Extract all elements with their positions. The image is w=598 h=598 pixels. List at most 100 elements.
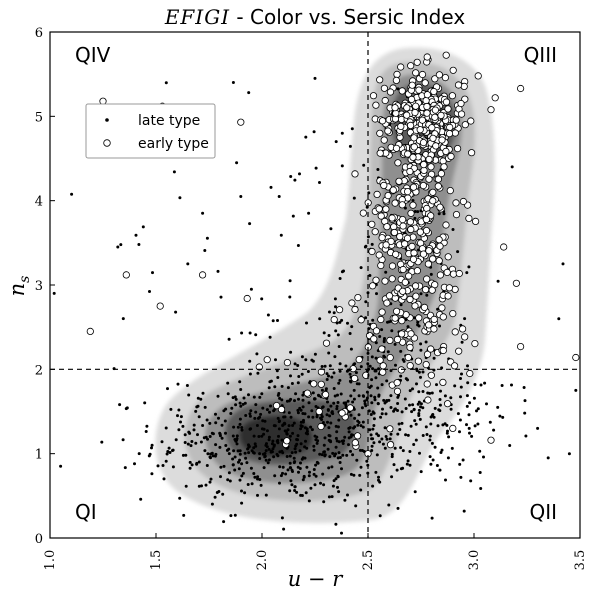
late-type-point [221, 492, 225, 496]
late-type-point [225, 448, 229, 452]
late-type-point [178, 496, 182, 500]
early-type-point [406, 343, 414, 351]
early-type-point [350, 374, 359, 382]
early-type-point [449, 66, 457, 74]
late-type-point [160, 440, 164, 444]
late-type-point [144, 430, 148, 433]
late-type-point [150, 443, 154, 447]
late-type-point [176, 414, 179, 418]
late-type-point [567, 452, 571, 456]
early-type-point [406, 121, 415, 130]
late-type-point [362, 394, 366, 398]
early-type-point [357, 316, 365, 324]
late-type-point [371, 484, 375, 488]
late-type-point [428, 455, 432, 459]
early-type-point [379, 368, 387, 376]
late-type-point [248, 412, 252, 416]
late-type-point [410, 410, 414, 414]
late-type-point [262, 427, 266, 431]
late-type-point [574, 388, 578, 392]
late-type-point [437, 212, 441, 216]
late-type-point [328, 414, 332, 418]
late-type-point [387, 398, 391, 402]
x-tick-label: 1.5 [149, 550, 164, 571]
late-type-point [246, 483, 250, 486]
late-type-point [332, 479, 336, 483]
late-type-point [467, 413, 471, 417]
late-type-point [313, 352, 317, 356]
late-type-point [306, 370, 310, 373]
late-type-point [352, 196, 356, 200]
late-type-point [546, 456, 550, 460]
late-type-point [405, 462, 409, 466]
late-type-point [360, 406, 364, 410]
late-type-point [417, 370, 421, 374]
late-type-point [271, 319, 275, 323]
early-type-point [422, 215, 430, 224]
late-type-point [399, 303, 403, 307]
late-type-point [467, 426, 471, 430]
early-type-point [441, 74, 449, 82]
late-type-point [267, 386, 271, 390]
late-type-point [401, 466, 405, 470]
early-type-point [303, 389, 311, 397]
late-type-point [298, 172, 301, 176]
late-type-point [390, 329, 394, 333]
late-type-point [467, 265, 471, 269]
late-type-point [345, 369, 349, 373]
late-type-point [334, 305, 337, 309]
late-type-point [261, 452, 265, 456]
late-type-point [327, 374, 330, 378]
late-type-point [293, 399, 296, 403]
late-type-point [276, 376, 280, 379]
early-type-point [386, 353, 394, 362]
early-type-point [387, 237, 395, 245]
late-type-point [172, 170, 176, 174]
late-type-point [268, 410, 271, 414]
early-type-point [406, 167, 414, 176]
late-type-point [313, 397, 317, 401]
late-type-point [348, 332, 352, 335]
late-type-point [265, 445, 269, 449]
late-type-point [332, 371, 336, 375]
early-type-point [380, 136, 388, 144]
early-type-point [382, 205, 390, 213]
late-type-point [265, 429, 269, 433]
late-type-point [312, 468, 316, 471]
late-type-point [165, 452, 169, 456]
late-type-point [419, 470, 423, 474]
early-type-point [322, 339, 331, 347]
early-type-point [386, 425, 394, 433]
late-type-point [451, 228, 455, 231]
late-type-point [249, 466, 253, 470]
early-type-point [447, 152, 455, 160]
early-type-point [439, 346, 447, 355]
late-type-point [283, 429, 287, 433]
late-type-point [288, 454, 292, 458]
late-type-point [370, 401, 374, 405]
late-type-point [240, 331, 244, 335]
late-type-point [290, 468, 294, 472]
early-type-point [487, 436, 495, 444]
late-type-point [340, 164, 344, 168]
early-type-point [425, 155, 433, 163]
late-type-point [368, 274, 372, 277]
late-type-point [315, 441, 319, 445]
late-type-point [327, 495, 331, 499]
early-type-point [375, 205, 383, 213]
chart-title: EFIGI - Color vs. Sersic Index [164, 5, 466, 29]
late-type-point [183, 441, 187, 444]
early-type-point [383, 299, 391, 307]
late-type-point [334, 522, 338, 526]
late-type-point [409, 424, 413, 428]
late-type-point [293, 485, 297, 489]
late-type-point [433, 406, 437, 410]
early-type-point [455, 269, 463, 278]
late-type-point [419, 342, 423, 346]
early-type-point [407, 225, 415, 234]
late-type-point [134, 233, 138, 237]
late-type-point [218, 431, 222, 435]
x-tick-label: 3.0 [467, 550, 482, 571]
late-type-point [137, 452, 141, 456]
late-type-point [321, 405, 325, 409]
